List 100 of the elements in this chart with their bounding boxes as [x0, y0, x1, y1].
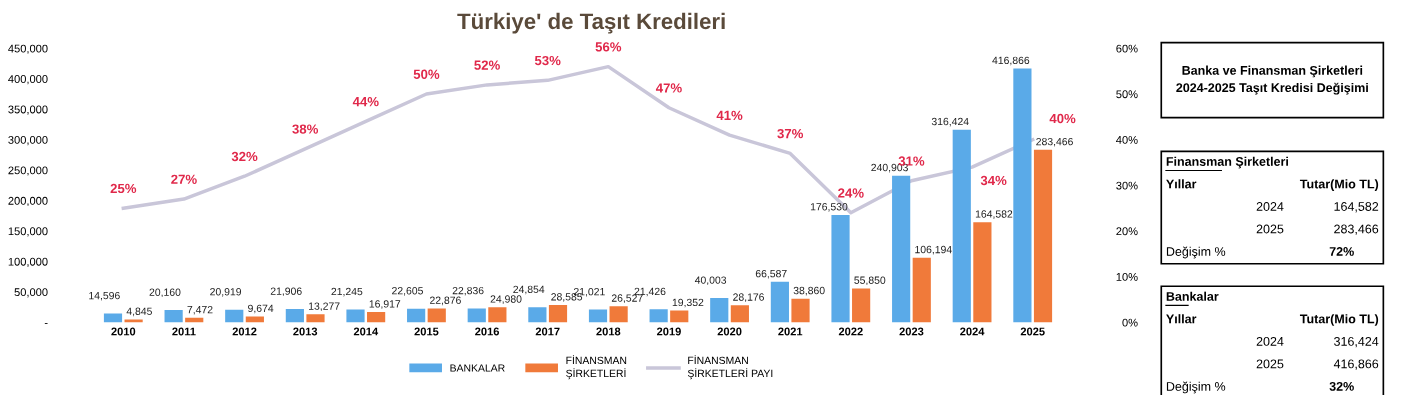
- bar: [588, 309, 608, 323]
- data-label: 24%: [838, 188, 864, 198]
- y-tick-label: 100,000: [8, 257, 48, 267]
- text: 2025: [1256, 359, 1284, 369]
- text: 2024: [1256, 202, 1284, 211]
- bar: [124, 319, 143, 323]
- bar: [791, 298, 810, 323]
- y-tick-label: 450,000: [8, 44, 48, 54]
- text: Tutar(Mio TL): [1299, 179, 1379, 191]
- bar: [467, 308, 486, 323]
- data-label: 38,860: [793, 286, 825, 296]
- bar: [346, 309, 365, 323]
- bar: [912, 257, 931, 323]
- text: Banka ve Finansman Şirketleri 2024-2025 Taşıt Kredisi Değişimi: [1176, 65, 1368, 95]
- text: 164,582: [1334, 202, 1379, 213]
- data-label: 66,587: [755, 269, 787, 279]
- data-label: 25%: [110, 183, 137, 194]
- data-label: 56%: [595, 42, 622, 52]
- data-label: 24,980: [490, 295, 522, 304]
- text: Yıllar: [1166, 314, 1197, 324]
- text: Bankalar: [1166, 291, 1219, 301]
- x-tick-label: 2018: [596, 327, 621, 336]
- x-tick-label: 2022: [838, 327, 863, 336]
- y2-tick-label: 0%: [1122, 318, 1138, 327]
- bar: [285, 309, 304, 323]
- data-label: 50%: [413, 69, 440, 79]
- data-label: 7,472: [187, 305, 213, 315]
- bar: [1013, 68, 1032, 323]
- y2-tick-label: 20%: [1116, 227, 1138, 236]
- data-label: 14,596: [89, 291, 120, 301]
- y2-tick-label: 10%: [1116, 272, 1138, 281]
- bar: [973, 222, 992, 323]
- x-tick-label: 2011: [172, 327, 196, 336]
- text: Finansman Şirketleri: [1166, 156, 1288, 169]
- data-label: 41%: [716, 110, 743, 120]
- bar: [427, 308, 446, 323]
- data-label: 47%: [655, 83, 682, 93]
- text: 2025: [1256, 224, 1284, 234]
- data-label: 19,352: [672, 298, 704, 308]
- bar: [649, 309, 668, 323]
- data-label: 283,466: [1036, 137, 1073, 147]
- y-tick-label: 50,000: [14, 288, 48, 298]
- data-label: 21,906: [270, 287, 302, 297]
- text: Değişim %: [1166, 246, 1226, 259]
- bar: [710, 298, 729, 323]
- x-tick-label: 2014: [353, 327, 379, 336]
- bar: [164, 310, 183, 323]
- bar: [548, 304, 568, 323]
- bar: [1033, 149, 1053, 323]
- data-label: 28,176: [733, 293, 764, 302]
- data-label: 13,277: [309, 302, 340, 312]
- text: 283,466: [1334, 224, 1379, 235]
- x-tick-label: 2015: [414, 327, 439, 336]
- data-label: 20,160: [149, 288, 181, 298]
- data-label: 164,582: [975, 210, 1013, 219]
- data-label: 38%: [292, 124, 319, 134]
- data-label: 4,845: [126, 307, 152, 317]
- data-label: 53%: [534, 55, 561, 66]
- text: Tutar(Mio TL): [1299, 314, 1379, 326]
- y-tick-label: 400,000: [8, 75, 48, 85]
- bar: [528, 307, 547, 323]
- bar: [367, 312, 386, 323]
- bar: [831, 214, 850, 323]
- data-label: 52%: [474, 60, 500, 70]
- text: 316,424: [1334, 336, 1379, 348]
- bar: [306, 314, 325, 323]
- x-tick-label: 2019: [656, 327, 681, 336]
- x-tick-label: 2013: [293, 327, 318, 336]
- text: 72%: [1329, 247, 1354, 256]
- data-label: 27%: [171, 174, 197, 184]
- x-tick-label: 2012: [232, 327, 257, 336]
- y-tick-label: 200,000: [8, 196, 48, 207]
- x-tick-label: 2023: [899, 327, 924, 336]
- x-tick-label: 2024: [960, 327, 985, 336]
- data-label: 40%: [1049, 113, 1076, 124]
- y-tick-label: 250,000: [8, 166, 48, 176]
- y-tick-label: -: [44, 323, 48, 324]
- bar: [770, 281, 789, 323]
- x-tick-label: 2025: [1020, 327, 1045, 336]
- x-tick-label: 2016: [475, 327, 500, 336]
- x-tick-label: 2017: [535, 327, 560, 336]
- bar: [730, 305, 749, 323]
- data-label: 34%: [980, 175, 1007, 186]
- text: 32%: [1329, 381, 1354, 391]
- bar: [670, 310, 689, 323]
- text: Yıllar: [1166, 179, 1197, 189]
- data-label: 55,850: [854, 276, 886, 286]
- data-label: 44%: [352, 97, 379, 107]
- legend-label: FİNANSMAN ŞİRKETLERİ PAYI: [687, 354, 773, 380]
- x-tick-label: 2020: [717, 327, 742, 336]
- bar: [952, 129, 971, 323]
- data-label: 106,194: [915, 245, 952, 255]
- data-label: 20,919: [210, 288, 242, 297]
- x-tick-label: 2021: [778, 327, 803, 336]
- x-tick-label: 2010: [111, 327, 136, 336]
- y2-tick-label: 60%: [1116, 44, 1138, 53]
- text: 416,866: [1333, 359, 1379, 370]
- bar: [225, 309, 244, 323]
- data-label: 22,605: [392, 287, 423, 296]
- data-label: 16,917: [369, 300, 401, 309]
